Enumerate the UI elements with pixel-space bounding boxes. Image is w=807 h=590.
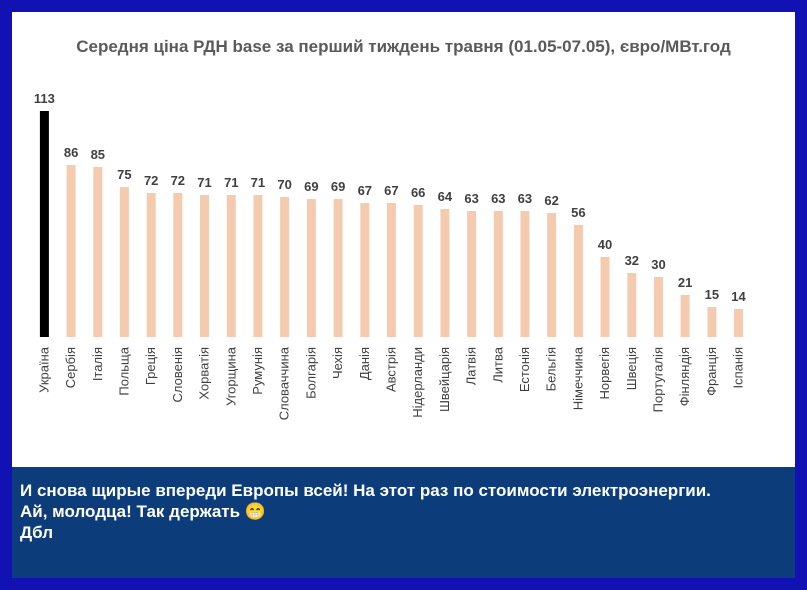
chart-title: Середня ціна РДН base за перший тиждень …: [76, 37, 731, 56]
value-label-7: 71: [197, 175, 211, 190]
category-label-27: Іспанія: [731, 347, 746, 389]
bar-1: [39, 111, 49, 337]
bar-19: [520, 211, 530, 337]
bar-5: [146, 193, 156, 337]
category-label-21: Німеччина: [570, 346, 585, 410]
value-label-6: 72: [171, 173, 185, 188]
value-label-26: 15: [705, 287, 719, 302]
category-label-12: Чехія: [330, 347, 345, 379]
category-label-7: Хорватія: [197, 347, 212, 400]
bar-13: [360, 203, 370, 337]
bar-7: [200, 195, 209, 337]
category-label-19: Естонія: [517, 347, 532, 392]
value-label-17: 63: [464, 191, 478, 206]
value-label-23: 32: [625, 253, 639, 268]
bar-18: [493, 211, 503, 337]
bar-10: [280, 197, 290, 337]
category-label-14: Австрія: [383, 347, 398, 392]
bar-20: [547, 213, 557, 337]
category-label-3: Італія: [90, 347, 105, 381]
value-label-3: 85: [91, 147, 105, 162]
bar-16: [440, 209, 450, 337]
value-label-12: 69: [331, 179, 345, 194]
value-label-24: 30: [651, 257, 665, 272]
caption-text: И снова щирые впереди Европы всей! На эт…: [20, 481, 711, 542]
value-label-21: 56: [571, 205, 585, 220]
category-label-20: Бельгія: [544, 347, 559, 391]
bar-17: [467, 211, 477, 337]
value-label-4: 75: [117, 167, 131, 182]
bar-22: [600, 257, 610, 337]
bar-11: [306, 199, 316, 337]
category-label-6: Словенія: [170, 347, 185, 402]
category-label-5: Греція: [143, 347, 158, 385]
bar-3: [93, 167, 103, 337]
bar-21: [573, 225, 583, 337]
bar-9: [253, 195, 263, 337]
category-label-18: Литва: [490, 346, 505, 383]
bar-2: [66, 165, 76, 337]
bar-25: [680, 295, 690, 337]
category-label-24: Португалія: [651, 347, 666, 412]
category-label-22: Норвегія: [597, 347, 612, 400]
category-label-9: Румунія: [250, 347, 265, 395]
value-label-10: 70: [277, 177, 291, 192]
value-label-22: 40: [598, 237, 612, 252]
value-label-2: 86: [64, 145, 78, 160]
category-label-23: Швеція: [624, 347, 639, 390]
bar-12: [333, 199, 343, 337]
value-label-9: 71: [251, 175, 265, 190]
value-label-20: 62: [544, 193, 558, 208]
bar-27: [734, 309, 743, 337]
value-label-8: 71: [224, 175, 238, 190]
post-frame: Середня ціна РДН base за перший тиждень …: [12, 12, 795, 578]
value-label-14: 67: [384, 183, 398, 198]
value-label-25: 21: [678, 275, 692, 290]
value-label-13: 67: [358, 183, 372, 198]
category-label-17: Латвія: [464, 347, 479, 385]
bar-chart: 113 Україна 86 Сербія 85 Італія 75 Польща 72 Грец…: [34, 91, 747, 420]
category-label-2: Сербія: [63, 347, 78, 388]
category-label-8: Угорщина: [223, 346, 238, 406]
category-label-15: Нідерланди: [410, 347, 425, 418]
bar-15: [413, 205, 423, 337]
value-label-27: 14: [731, 289, 746, 304]
caption-panel: И снова щирые впереди Европы всей! На эт…: [12, 467, 795, 578]
bar-24: [654, 277, 663, 337]
category-label-4: Польща: [116, 346, 131, 395]
value-label-16: 64: [438, 189, 453, 204]
bar-8: [226, 195, 236, 337]
bar-26: [707, 307, 717, 337]
bar-6: [173, 193, 183, 337]
bar-4: [119, 187, 129, 337]
bar-23: [627, 273, 637, 337]
value-label-15: 66: [411, 185, 425, 200]
bar-14: [386, 203, 396, 337]
value-label-1: 113: [34, 91, 55, 106]
category-label-16: Швейцарія: [437, 347, 452, 412]
value-label-18: 63: [491, 191, 505, 206]
category-label-26: Франція: [704, 347, 719, 396]
value-label-19: 63: [518, 191, 532, 206]
category-label-25: Фінляндія: [677, 347, 692, 406]
value-label-11: 69: [304, 179, 318, 194]
category-label-11: Болгарія: [303, 347, 318, 399]
chart-area: Середня ціна РДН base за перший тиждень …: [12, 12, 795, 467]
category-label-13: Данія: [357, 347, 372, 380]
category-label-10: Словаччина: [277, 346, 292, 420]
category-label-1: Україна: [36, 346, 51, 393]
value-label-5: 72: [144, 173, 158, 188]
